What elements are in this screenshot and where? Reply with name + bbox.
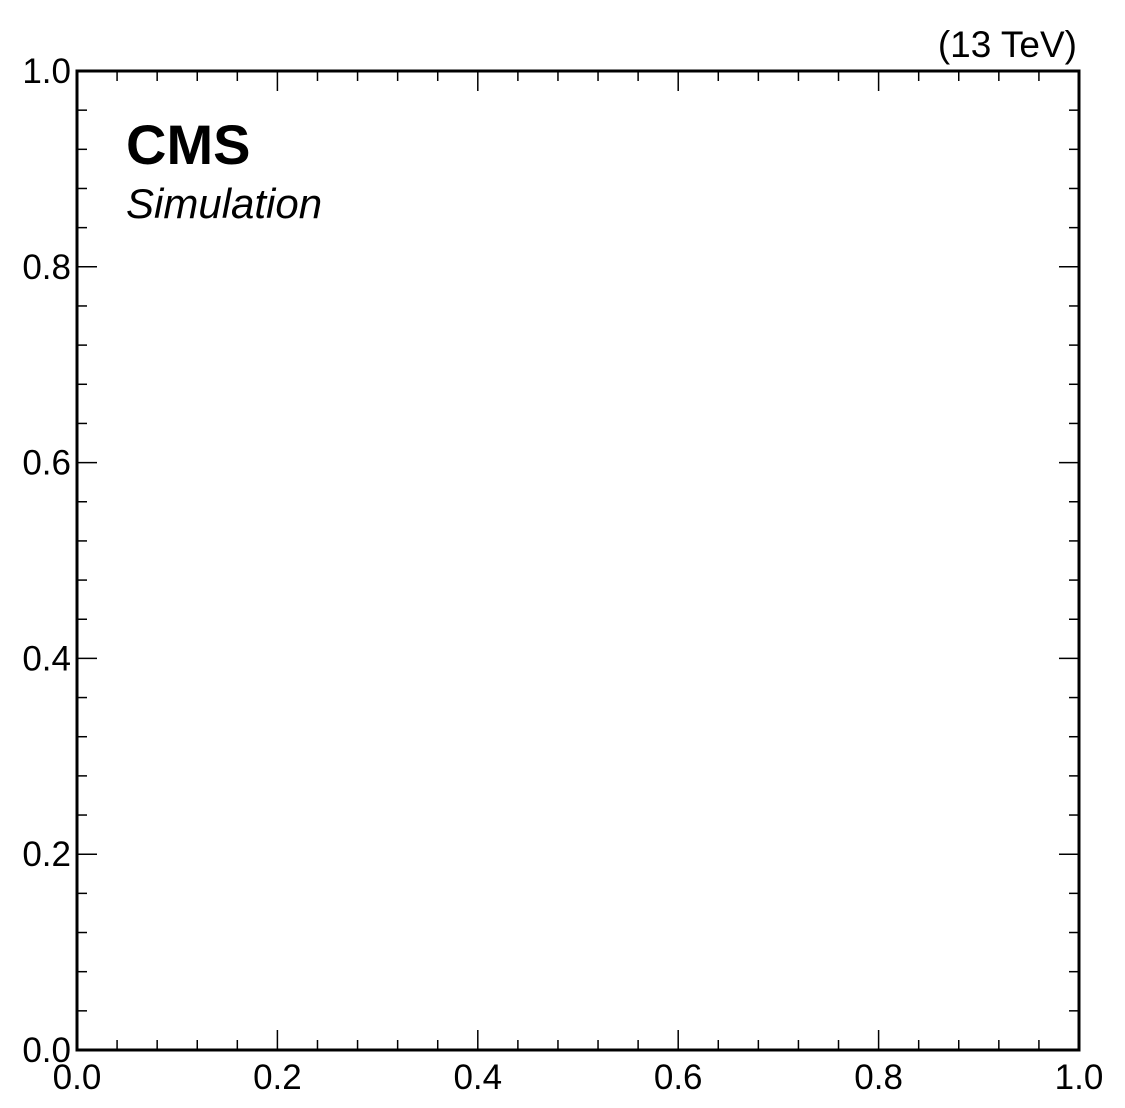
y-tick-label: 0.4 bbox=[22, 639, 71, 678]
experiment-label: CMS bbox=[126, 113, 250, 176]
labels-layer: 0.0 0.2 0.4 0.6 0.8 1.0 0.0 0.2 0.4 0.6 0.8 1.0 bbox=[22, 52, 1103, 1097]
y-tick-label: 1.0 bbox=[22, 52, 71, 91]
x-tick-label: 0.2 bbox=[253, 1058, 302, 1097]
experiment-sublabel: Simulation bbox=[126, 180, 322, 227]
y-tick-label: 0.6 bbox=[22, 444, 71, 483]
x-tick-label: 0.0 bbox=[53, 1058, 102, 1097]
x-tick-label: 0.8 bbox=[854, 1058, 903, 1097]
x-tick-label: 1.0 bbox=[1055, 1058, 1104, 1097]
plot-frame bbox=[75, 69, 1081, 1052]
x-tick-label: 0.6 bbox=[654, 1058, 703, 1097]
x-tick-label: 0.4 bbox=[453, 1058, 502, 1097]
y-tick-label: 0.2 bbox=[22, 835, 71, 874]
energy-label: (13 TeV) bbox=[938, 24, 1077, 65]
y-tick-label: 0.0 bbox=[22, 1031, 71, 1070]
y-tick-label: 0.8 bbox=[22, 248, 71, 287]
